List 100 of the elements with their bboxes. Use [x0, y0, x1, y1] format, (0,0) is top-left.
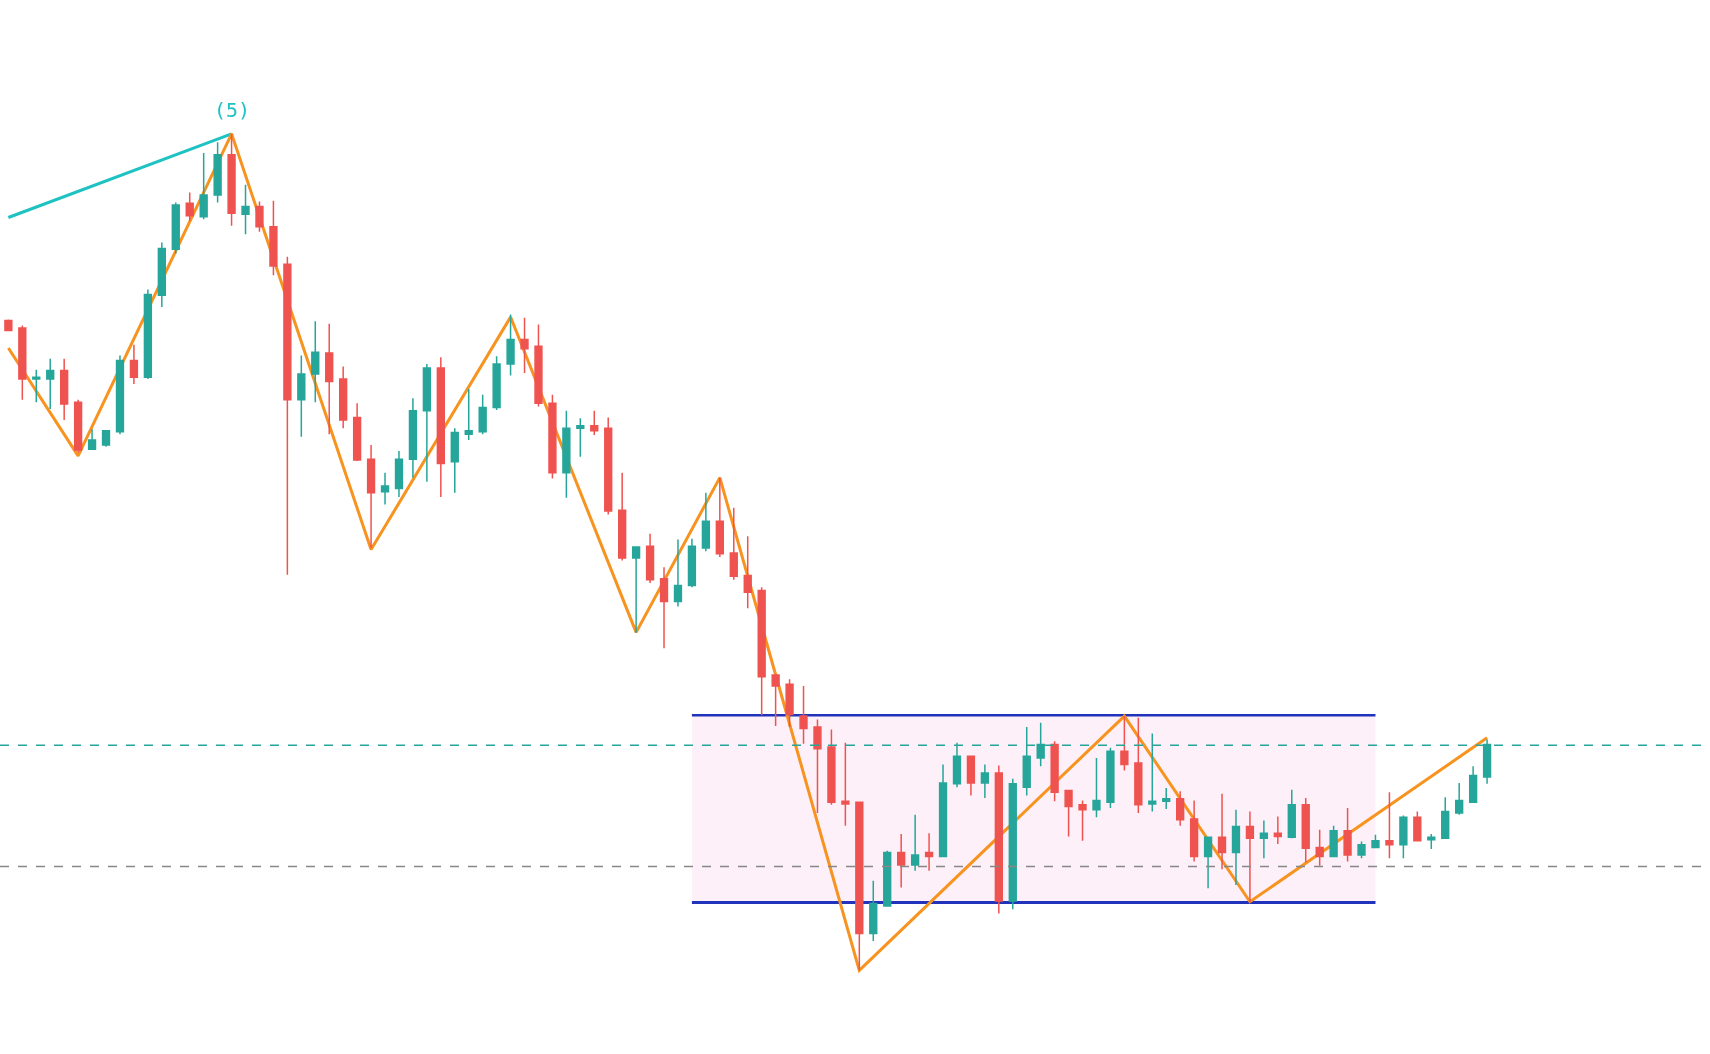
- candlestick: [297, 354, 306, 438]
- candlestick: [1343, 807, 1352, 863]
- candlestick: [813, 718, 822, 814]
- candlestick: [1371, 834, 1380, 849]
- candlestick: [576, 417, 585, 458]
- candlestick: [1162, 787, 1171, 810]
- candlestick: [1078, 799, 1087, 842]
- candlestick: [241, 184, 250, 235]
- candlestick: [785, 678, 794, 728]
- candlestick: [841, 742, 850, 827]
- candlestick: [255, 200, 264, 233]
- candlestick: [1189, 799, 1199, 863]
- candlestick: [799, 685, 808, 745]
- candlestick: [422, 363, 432, 483]
- candlestick: [548, 394, 557, 480]
- candlestick: [645, 532, 655, 584]
- candlestick: [1468, 765, 1478, 803]
- candlestick: [1134, 716, 1143, 814]
- candlestick: [897, 833, 906, 889]
- candlestick: [171, 201, 180, 255]
- candlestick: [129, 343, 139, 385]
- candlestick: [827, 728, 836, 806]
- candlestick: [757, 586, 766, 716]
- candlestick: [715, 476, 724, 558]
- candlestick: [869, 880, 878, 942]
- candlestick: [1357, 840, 1366, 860]
- candlestick: [1399, 814, 1408, 860]
- candlestick: [1315, 829, 1324, 867]
- candlestick: [590, 409, 599, 436]
- candlestick: [436, 356, 445, 498]
- candlestick: [1427, 833, 1436, 850]
- candlestick: [339, 365, 348, 430]
- candlestick: [687, 537, 697, 588]
- candlestick: [199, 152, 208, 220]
- candlestick: [73, 399, 83, 454]
- candlestick: [631, 546, 641, 634]
- candlestick: [938, 763, 948, 858]
- candlestick: [966, 755, 976, 797]
- candlestick: [101, 430, 111, 448]
- candlestick: [1106, 747, 1115, 809]
- candlestick: [1413, 810, 1422, 842]
- candlestick: [1301, 797, 1310, 864]
- candlestick: [1120, 715, 1129, 772]
- candlestick: [408, 397, 418, 479]
- candlestick: [604, 416, 613, 516]
- candlestick: [311, 320, 320, 404]
- candlestick: [729, 507, 738, 581]
- candlestick: [213, 141, 222, 204]
- candlestick: [883, 849, 892, 907]
- candlestick: [185, 191, 194, 222]
- candlestick: [771, 674, 780, 727]
- candlestick: [743, 535, 752, 609]
- candlestick: [855, 801, 864, 972]
- candlestick: [1245, 810, 1255, 904]
- candlestick: [1217, 793, 1227, 870]
- candlestick: [352, 402, 362, 462]
- candlestick: [1008, 778, 1017, 911]
- candlestick: [269, 200, 278, 276]
- candlestick: [115, 354, 125, 435]
- candlestick: [1329, 824, 1338, 858]
- candlestick: [994, 764, 1003, 915]
- candlestick: [283, 256, 292, 576]
- candlestick: [32, 368, 41, 404]
- candlestick: [60, 358, 69, 421]
- candlestick: [659, 566, 669, 650]
- candlestick: [450, 427, 459, 494]
- candlestick: [380, 471, 390, 506]
- candlestick: [562, 409, 571, 499]
- candlestick: [1287, 788, 1296, 839]
- candlestick: [1176, 790, 1185, 827]
- candlestick: [534, 323, 543, 408]
- candlestick: [506, 313, 515, 377]
- candlestick: [701, 491, 711, 553]
- candlestick: [464, 388, 473, 441]
- candlestick: [910, 814, 920, 872]
- candlestick: [492, 355, 501, 411]
- candlestick: [366, 444, 376, 549]
- candlestick: [18, 324, 27, 401]
- candlestick: [46, 358, 55, 410]
- candlestick: [478, 394, 487, 435]
- candlestick: [394, 450, 404, 498]
- candlestick: [1203, 836, 1213, 890]
- candlestick: [1441, 796, 1450, 839]
- candlestick: [325, 322, 334, 435]
- candlestick: [4, 318, 13, 333]
- candlestick: [1259, 819, 1269, 860]
- candlestick: [980, 763, 990, 799]
- candlestick: [1455, 782, 1464, 816]
- candlestick: [1092, 757, 1101, 819]
- candlestick: [157, 241, 166, 308]
- candlestick: [1050, 740, 1059, 803]
- candlestick: [227, 133, 236, 227]
- candlestick: [1064, 789, 1073, 838]
- candlestick: [673, 538, 683, 608]
- candlestick: [1273, 815, 1282, 845]
- candlestick: [1231, 808, 1241, 886]
- candlestick: [143, 288, 153, 380]
- candlestick: [87, 428, 97, 451]
- candlestick: [520, 317, 529, 374]
- candlestick: [1385, 791, 1394, 860]
